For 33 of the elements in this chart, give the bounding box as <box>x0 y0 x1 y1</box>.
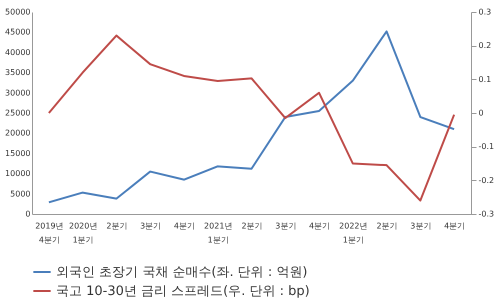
x-tick-label: 2분기 <box>106 222 128 230</box>
y2-tick-label: 0.2 <box>478 41 492 50</box>
y-tick-label: 0 <box>25 210 30 218</box>
x-tick-label: 3분기 <box>140 222 162 230</box>
y2-tick-label: 0.3 <box>478 8 492 16</box>
x-tick-label: 4분기 <box>174 222 196 230</box>
x-tick-label: 4분기 <box>444 222 466 230</box>
x-tick-label: 2분기 <box>241 222 263 230</box>
y2-tick-label: 0 <box>478 108 484 118</box>
x-tick-label: 2021년 1분기 <box>204 222 232 244</box>
y2-tick-label: -0.1 <box>478 142 494 152</box>
y-tick-label: 25000 <box>5 108 30 118</box>
x-tick-label: 2019년 4분기 <box>35 222 64 244</box>
y-tick-label: 20000 <box>5 128 30 138</box>
y2-tick-label: -0.2 <box>478 176 494 185</box>
y-tick-label: 40000 <box>5 48 30 57</box>
legend-label: 국고 10-30년 금리 스프레드(우. 단위 : bp) <box>56 284 310 299</box>
y-tick-label: 45000 <box>5 28 30 37</box>
y2-tick-label: 0.1 <box>478 74 492 84</box>
y-tick-label: 15000 <box>5 148 30 158</box>
x-tick-label: 4분기 <box>308 222 330 230</box>
x-tick-label: 3분기 <box>275 222 296 230</box>
x-tick-label: 2020년 1분기 <box>68 222 98 244</box>
y-tick-label: 5000 <box>10 189 30 198</box>
y-tick-label: 50000 <box>5 8 30 16</box>
legend-label: 외국인 초장기 국채 순매수(좌. 단위 : 억원) <box>56 265 308 280</box>
y-tick-label: 35000 <box>5 68 30 78</box>
y2-tick-label: -0.3 <box>478 210 494 218</box>
y-tick-label: 10000 <box>5 169 30 178</box>
x-tick-label: 2분기 <box>376 222 398 230</box>
y-tick-label: 30000 <box>5 88 30 98</box>
x-tick-label: 2022년 1분기 <box>339 222 368 244</box>
x-tick-label: 3분기 <box>410 222 432 230</box>
